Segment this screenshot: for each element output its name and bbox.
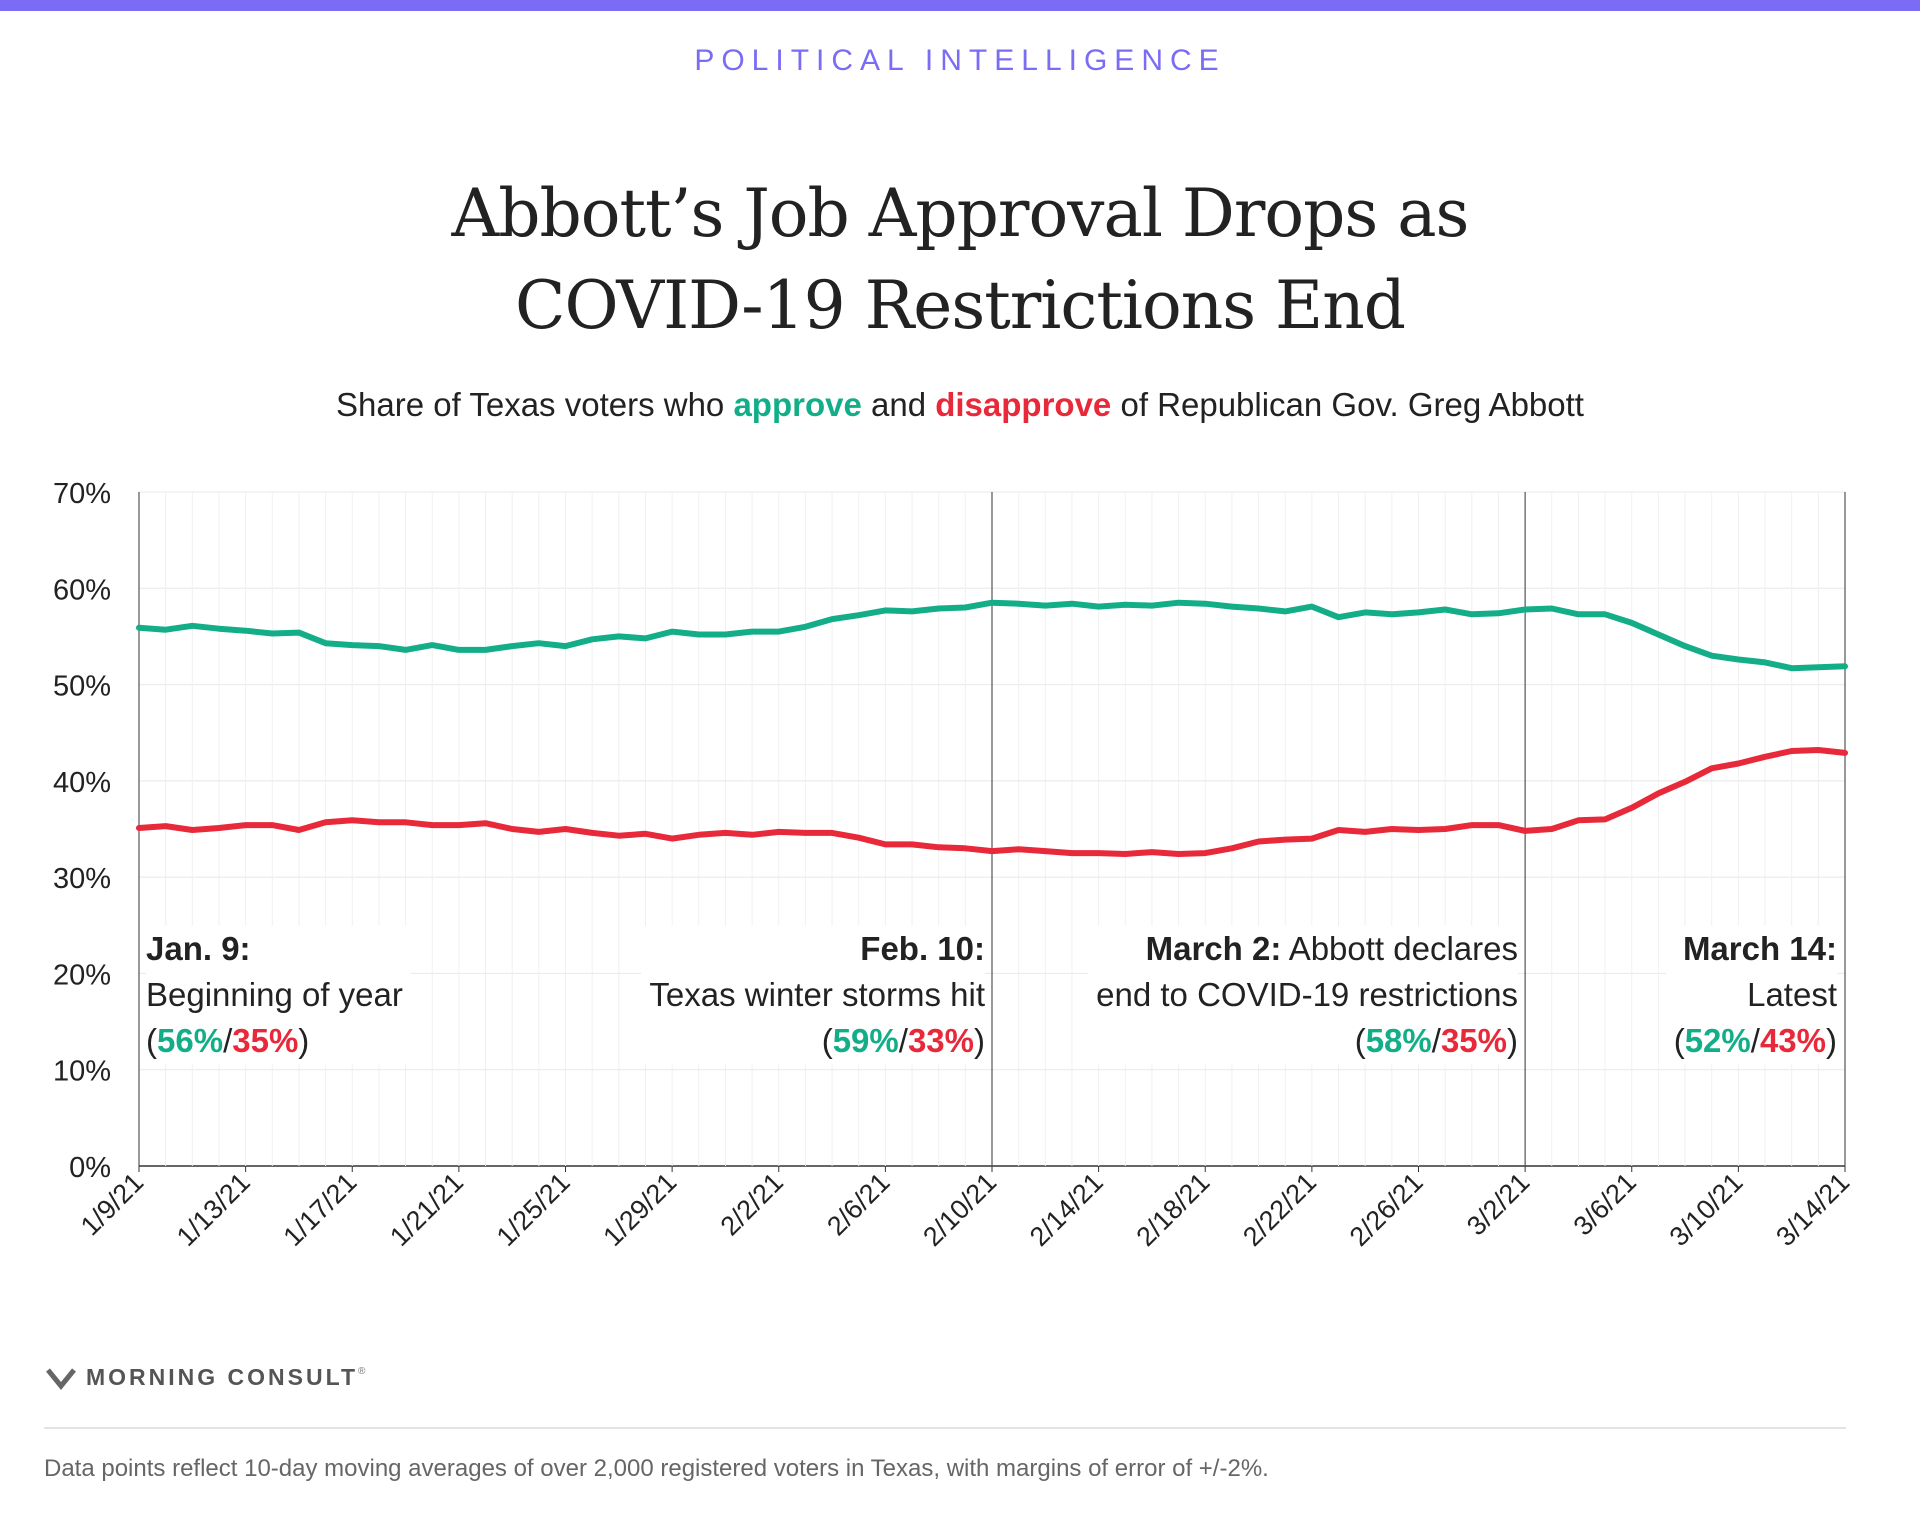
footnote: Data points reflect 10-day moving averag… (44, 1455, 1269, 1482)
title-line-2: COVID-19 Restrictions End (514, 267, 1406, 344)
y-tick-label: 30% (53, 863, 111, 895)
y-tick-label: 40% (53, 767, 111, 799)
title-line-1: Abbott’s Job Approval Drops as (451, 175, 1470, 252)
annotation-desc: end to COVID-19 restrictions (1096, 976, 1518, 1013)
footer-divider (44, 1427, 1846, 1429)
logo-text: MORNING CONSULT (86, 1364, 359, 1390)
separator: / (898, 1022, 908, 1059)
annotation-text1: Abbott declares (1281, 930, 1518, 967)
x-tick-label: 3/6/21 (1568, 1167, 1642, 1241)
separator: / (1750, 1022, 1760, 1059)
subtitle-pre: Share of Texas voters who (336, 386, 734, 423)
x-tick-label: 1/29/21 (597, 1167, 682, 1252)
subtitle-post: of Republican Gov. Greg Abbott (1111, 386, 1584, 423)
x-tick-label: 1/13/21 (171, 1167, 256, 1252)
annotation-date: Jan. 9: (146, 930, 251, 967)
x-tick-label: 3/2/21 (1461, 1167, 1535, 1241)
subtitle-disapprove: disapprove (935, 386, 1112, 423)
annotation-march14: March 14: Latest (52%/43%) (1665, 926, 1837, 1064)
logo-registered-mark: ® (358, 1366, 366, 1377)
x-tick-label: 2/6/21 (821, 1167, 895, 1241)
paren-open: ( (1354, 1022, 1366, 1059)
separator: / (223, 1022, 233, 1059)
annotation-feb10: Feb. 10: Texas winter storms hit (59%/33… (641, 926, 985, 1064)
paren-close: ) (298, 1022, 310, 1059)
x-tick-label: 2/10/21 (917, 1167, 1002, 1252)
x-tick-label: 1/17/21 (278, 1167, 363, 1252)
paren-close: ) (1826, 1022, 1837, 1059)
morning-consult-m-icon (46, 1367, 76, 1390)
approve-value: 56% (157, 1022, 224, 1059)
y-tick-label: 0% (69, 1152, 111, 1184)
paren-open: ( (821, 1022, 833, 1059)
separator: / (1431, 1022, 1441, 1059)
annotation-date: Feb. 10: (860, 930, 985, 967)
annotation-desc: Texas winter storms hit (649, 976, 985, 1013)
x-tick-label: 1/25/21 (491, 1167, 576, 1252)
disapprove-value: 43% (1759, 1022, 1826, 1059)
y-tick-label: 20% (53, 959, 111, 991)
y-tick-label: 70% (53, 478, 111, 510)
series-line-disapprove (136, 747, 1848, 857)
approve-value: 52% (1684, 1022, 1751, 1059)
chart-subtitle: Share of Texas voters who approve and di… (0, 386, 1920, 424)
top-accent-bar (0, 0, 1920, 11)
paren-close: ) (974, 1022, 985, 1059)
x-tick-label: 2/22/21 (1237, 1167, 1322, 1252)
x-tick-label: 3/10/21 (1664, 1167, 1749, 1252)
x-tick-label: 1/21/21 (384, 1167, 469, 1252)
annotation-desc: Latest (1747, 976, 1837, 1013)
annotation-jan9: Jan. 9: Beginning of year (56%/35%) (146, 926, 411, 1064)
annotation-desc: Beginning of year (146, 976, 403, 1013)
y-tick-label: 60% (53, 574, 111, 606)
disapprove-value: 35% (1440, 1022, 1507, 1059)
x-tick-label: 2/14/21 (1024, 1167, 1109, 1252)
approve-value: 58% (1365, 1022, 1432, 1059)
x-tick-label: 2/2/21 (715, 1167, 789, 1241)
annotation-date: March 14: (1682, 930, 1837, 967)
x-tick-label: 2/18/21 (1131, 1167, 1216, 1252)
annotation-date: March 2: (1145, 930, 1282, 967)
series-line-approve (136, 599, 1848, 672)
series-layer (136, 599, 1848, 857)
x-tick-label: 2/26/21 (1344, 1167, 1429, 1252)
approve-value: 59% (832, 1022, 899, 1059)
approval-line-chart: 0%10%20%30%40%50%60%70% 1/9/21 1/13/21 1/1… (53, 478, 1855, 1252)
disapprove-value: 35% (232, 1022, 299, 1059)
disapprove-value: 33% (907, 1022, 974, 1059)
paren-open: ( (146, 1022, 157, 1059)
x-tick-labels: 1/9/21 1/13/21 1/17/21 1/21/21 1/25/21 1/29/2… (75, 1166, 1855, 1252)
chart-title: Abbott’s Job Approval Drops as COVID-19 … (0, 168, 1920, 352)
subtitle-approve: approve (733, 386, 862, 423)
morning-consult-logo: MORNING CONSULT ® (46, 1364, 365, 1391)
x-tick-label: 3/14/21 (1770, 1167, 1855, 1252)
y-tick-label: 10% (53, 1056, 111, 1088)
subtitle-mid: and (861, 386, 936, 423)
paren-close: ) (1507, 1022, 1518, 1059)
annotation-march2: March 2: Abbott declares end to COVID-19… (1088, 926, 1518, 1064)
y-tick-label: 50% (53, 671, 111, 703)
paren-open: ( (1673, 1022, 1685, 1059)
y-tick-labels: 0% 10% 20% 30% 40% 50% 60% 70% (53, 478, 111, 1184)
kicker-label: POLITICAL INTELLIGENCE (694, 44, 1226, 77)
